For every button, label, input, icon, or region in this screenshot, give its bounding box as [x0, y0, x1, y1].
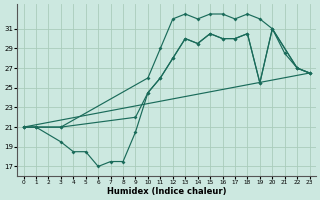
X-axis label: Humidex (Indice chaleur): Humidex (Indice chaleur) [107, 187, 226, 196]
